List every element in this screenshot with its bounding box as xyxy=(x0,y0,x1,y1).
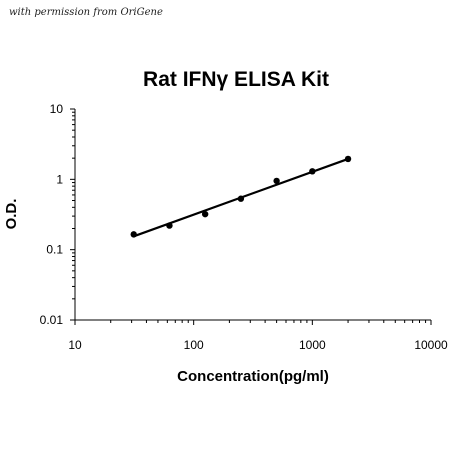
x-tick-label: 10000 xyxy=(414,338,448,352)
tick-marks xyxy=(70,108,432,325)
y-tick-label: 1 xyxy=(56,172,63,186)
data-point xyxy=(273,177,280,185)
x-tick-label: 10 xyxy=(68,338,82,352)
y-tick-label: 10 xyxy=(50,102,64,116)
y-tick-labels: 10 1 0.1 0.01 xyxy=(40,102,64,327)
x-axis-title: Concentration(pg/ml) xyxy=(177,368,329,385)
chart-title: Rat IFNγ ELISA Kit xyxy=(143,68,329,91)
data-point xyxy=(166,222,173,229)
data-points xyxy=(130,155,352,238)
x-tick-label: 100 xyxy=(184,338,204,352)
data-point xyxy=(309,168,316,175)
axes xyxy=(74,109,431,321)
data-point xyxy=(237,195,245,202)
x-tick-label: 1000 xyxy=(299,338,326,352)
x-tick-labels: 10 100 1000 10000 xyxy=(68,338,448,352)
y-axis-title: O.D. xyxy=(3,199,20,230)
data-point xyxy=(201,210,209,218)
data-point xyxy=(344,155,352,163)
y-tick-label: 0.01 xyxy=(40,313,64,327)
y-tick-label: 0.1 xyxy=(46,243,63,257)
permission-watermark: with permission from OriGene xyxy=(9,7,163,18)
data-point xyxy=(130,231,137,238)
